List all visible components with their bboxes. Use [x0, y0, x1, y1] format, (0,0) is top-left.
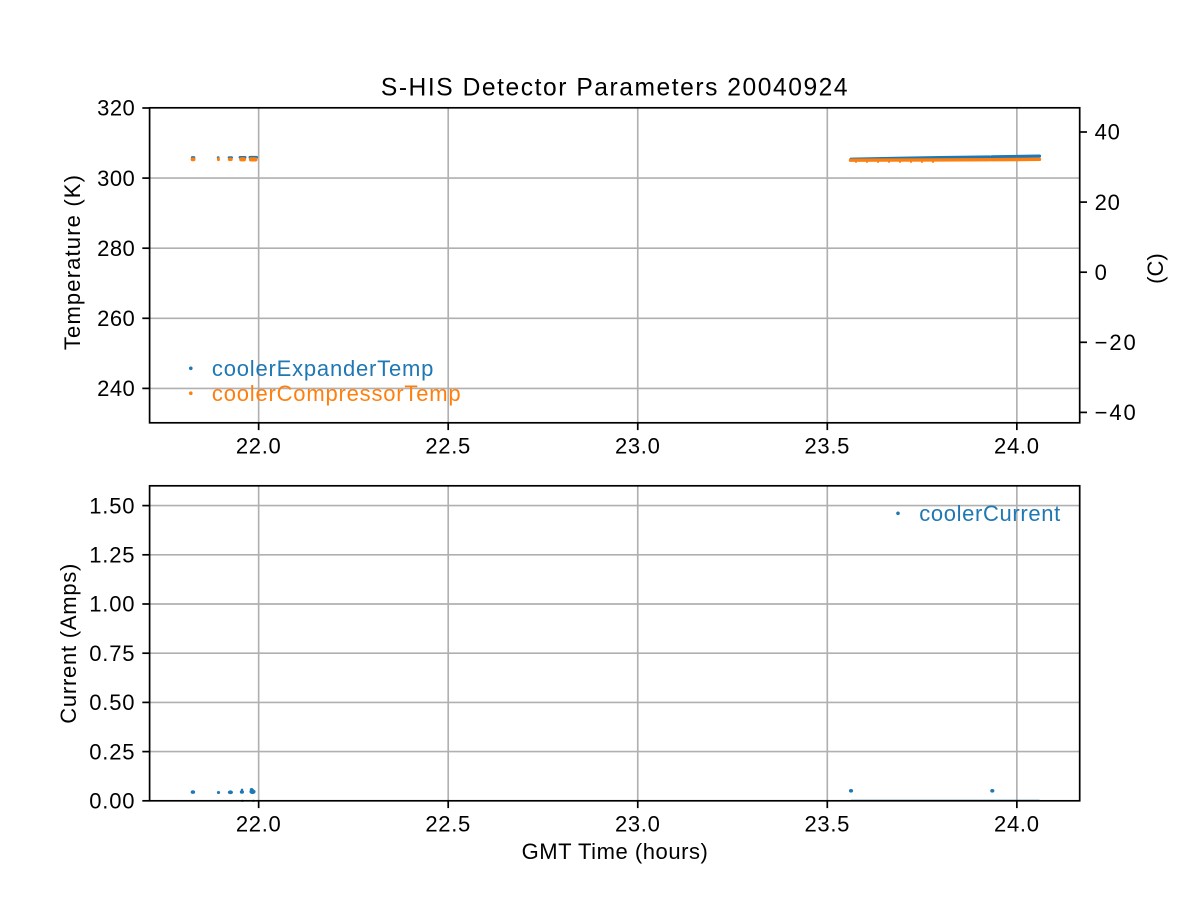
- svg-text:1.00: 1.00: [89, 592, 135, 617]
- svg-text:coolerCompressorTemp: coolerCompressorTemp: [212, 381, 462, 406]
- svg-text:0.50: 0.50: [89, 690, 135, 715]
- svg-text:24.0: 24.0: [994, 434, 1040, 459]
- svg-text:1.25: 1.25: [89, 543, 135, 568]
- svg-text:22.0: 22.0: [236, 434, 282, 459]
- svg-text:GMT Time (hours): GMT Time (hours): [522, 839, 709, 864]
- svg-text:23.0: 23.0: [615, 812, 661, 837]
- svg-text:23.0: 23.0: [615, 434, 661, 459]
- svg-text:300: 300: [97, 166, 135, 191]
- svg-text:260: 260: [97, 306, 135, 331]
- svg-text:40: 40: [1095, 120, 1121, 145]
- svg-text:22.0: 22.0: [236, 812, 282, 837]
- svg-text:1.50: 1.50: [89, 493, 135, 518]
- svg-text:23.5: 23.5: [804, 812, 850, 837]
- svg-text:(C): (C): [1143, 253, 1168, 284]
- svg-text:0: 0: [1095, 260, 1108, 285]
- svg-text:Current (Amps): Current (Amps): [56, 563, 81, 724]
- svg-text:280: 280: [97, 236, 135, 261]
- svg-text:Temperature (K): Temperature (K): [60, 174, 85, 350]
- svg-text:S-HIS Detector Parameters 2004: S-HIS Detector Parameters 20040924: [381, 75, 849, 102]
- svg-text:320: 320: [97, 96, 135, 121]
- svg-text:−40: −40: [1095, 400, 1138, 425]
- svg-text:−20: −20: [1095, 330, 1138, 355]
- svg-text:0.75: 0.75: [89, 641, 135, 666]
- svg-text:0.25: 0.25: [89, 739, 135, 764]
- svg-text:240: 240: [97, 376, 135, 401]
- svg-text:22.5: 22.5: [425, 434, 471, 459]
- svg-text:22.5: 22.5: [425, 812, 471, 837]
- svg-text:20: 20: [1095, 190, 1121, 215]
- svg-text:23.5: 23.5: [804, 434, 850, 459]
- svg-text:0.00: 0.00: [89, 789, 135, 814]
- svg-text:24.0: 24.0: [994, 812, 1040, 837]
- svg-text:coolerExpanderTemp: coolerExpanderTemp: [212, 356, 434, 381]
- svg-text:coolerCurrent: coolerCurrent: [919, 501, 1061, 526]
